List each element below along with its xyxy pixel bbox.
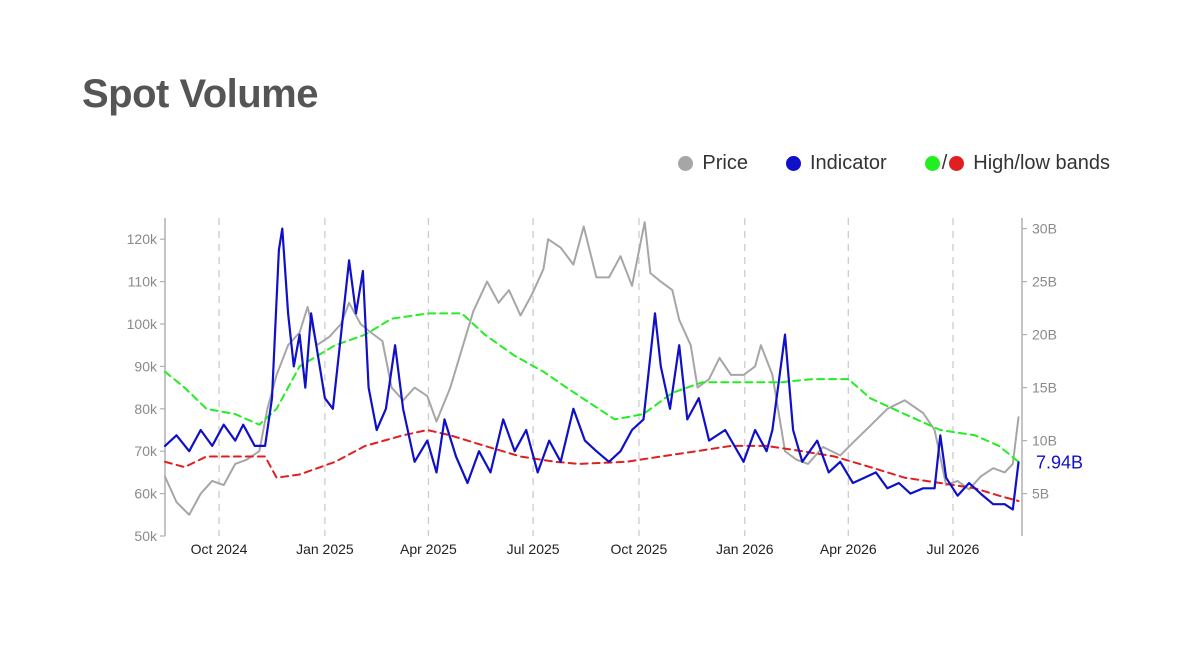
legend-label-indicator: Indicator <box>809 152 887 174</box>
indicator-marker-icon <box>785 156 801 171</box>
left-tick-label: 120k <box>127 231 158 247</box>
price-marker-icon <box>678 156 694 171</box>
right-tick-label: 10B <box>1032 433 1057 449</box>
low-band-marker-icon <box>949 156 965 171</box>
x-tick-label: Oct 2025 <box>611 541 668 557</box>
high-band-marker-icon <box>924 156 940 171</box>
left-tick-label: 60k <box>134 486 158 502</box>
right-tick-label: 30B <box>1032 221 1057 237</box>
right-tick-label: 15B <box>1032 380 1057 396</box>
x-tick-label: Apr 2025 <box>400 541 457 557</box>
price-series-line <box>164 221 1020 516</box>
legend-label-price: Price <box>702 152 748 174</box>
left-tick-label: 110k <box>128 274 158 290</box>
right-tick-label: 5B <box>1032 486 1049 502</box>
right-tick-label: 20B <box>1032 327 1057 343</box>
left-tick-label: 100k <box>127 316 158 332</box>
left-tick-label: 70k <box>134 443 158 459</box>
low-band-series-line <box>164 429 1020 502</box>
x-tick-label: Apr 2026 <box>820 541 877 557</box>
x-tick-label: Jan 2025 <box>296 541 354 557</box>
legend-item-bands[interactable]: / High/low bands <box>924 152 1110 175</box>
high-band-series-line <box>164 312 1020 463</box>
legend-slash: / <box>941 152 948 174</box>
x-tick-label: Jul 2025 <box>507 541 560 557</box>
left-tick-label: 90k <box>134 358 158 374</box>
right-tick-label: 25B <box>1032 274 1057 290</box>
x-tick-label: Jul 2026 <box>927 541 980 557</box>
left-tick-label: 50k <box>134 528 158 544</box>
legend-item-price[interactable]: Price <box>678 152 748 175</box>
x-tick-label: Jan 2026 <box>716 541 774 557</box>
legend-item-indicator[interactable]: Indicator <box>785 152 887 175</box>
x-tick-label: Oct 2024 <box>191 541 248 557</box>
legend-label-bands: High/low bands <box>973 152 1110 174</box>
legend: Price Indicator / High/low bands <box>678 152 1110 175</box>
indicator-last-value-label: 7.94B <box>1036 452 1083 472</box>
left-tick-label: 80k <box>134 401 158 417</box>
indicator-series-line <box>163 227 1020 511</box>
chart-title: Spot Volume <box>82 72 318 116</box>
